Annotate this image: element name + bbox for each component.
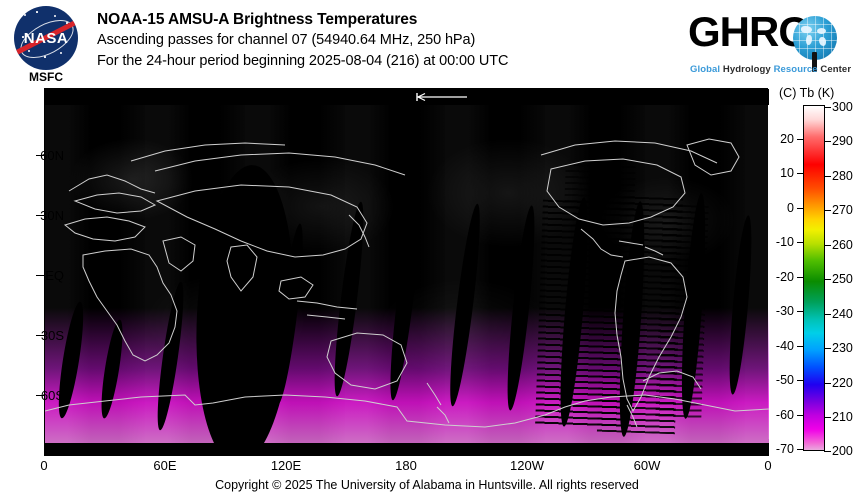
ghrc-subtitle: Global Hydrology Resource Center (690, 64, 851, 75)
colorbar-k-270: 270 (832, 203, 853, 217)
title-block: NOAA-15 AMSU-A Brightness Temperatures A… (97, 10, 677, 72)
lon-label-60w: 60W (633, 458, 661, 473)
ghrc-sub-word-1: Hydrology (722, 64, 771, 75)
lon-label-120w: 120W (510, 458, 544, 473)
colorbar-c-m40: -40 (775, 339, 794, 353)
colorbar-c-m20: -20 (775, 270, 794, 284)
colorbar-header: (C) Tb (K) (779, 86, 835, 100)
lon-label-120e: 120E (270, 458, 302, 473)
lon-label-60e: 60E (153, 458, 177, 473)
lon-label-180: 180 (395, 458, 417, 473)
colorbar-k-240: 240 (832, 307, 853, 321)
nasa-center-label: MSFC (29, 70, 63, 84)
lat-label-30s: 30S (40, 328, 64, 343)
colorbar-c-m50: -50 (775, 373, 794, 387)
copyright-notice: Copyright © 2025 The University of Alaba… (215, 478, 639, 492)
lat-label-eq: EQ (45, 268, 64, 283)
colorbar-c-10: 10 (780, 166, 794, 180)
ghrc-sub-word-0: Global (690, 64, 721, 75)
lat-label-60n: 60N (40, 148, 64, 163)
nasa-meatball-icon: NASA (14, 6, 78, 70)
colorbar-k-210: 210 (832, 410, 853, 424)
colorbar-c-m30: -30 (775, 304, 794, 318)
lat-label-30n: 30N (40, 208, 64, 223)
lon-label-0: 0 (40, 458, 48, 473)
nasa-logo: NASA MSFC (8, 6, 84, 84)
colorbar-k-230: 230 (832, 341, 853, 355)
ghrc-logo: GHRC Global Hydrology Resource Center (688, 8, 851, 80)
colorbar-gradient (803, 105, 825, 451)
nasa-wordmark: NASA (23, 30, 69, 47)
colorbar-k-250: 250 (832, 272, 853, 286)
colorbar-k-200: 200 (832, 444, 853, 458)
map-plot-area (44, 88, 769, 456)
coastline-overlay (45, 138, 769, 428)
subtitle-channel: Ascending passes for channel 07 (54940.6… (97, 32, 476, 48)
colorbar-k-260: 260 (832, 238, 853, 252)
colorbar-c-m70: -70 (775, 442, 794, 456)
ghrc-wordmark: GHRC (688, 8, 809, 55)
lat-label-60s: 60S (40, 388, 64, 403)
colorbar-c-20: 20 (780, 132, 794, 146)
ghrc-sub-word-2: Resource (773, 64, 818, 75)
colorbar-k-220: 220 (832, 376, 853, 390)
colorbar-c-0: 0 (787, 201, 794, 215)
ascending-node-arrow-icon (416, 92, 467, 102)
colorbar-k-280: 280 (832, 169, 853, 183)
ghrc-sub-word-3: Center (820, 64, 852, 75)
temperature-raster (45, 105, 769, 443)
colorbar-c-m10: -10 (775, 235, 794, 249)
lon-label-360: 0 (764, 458, 772, 473)
colorbar-k-290: 290 (832, 134, 853, 148)
map-top-border (45, 89, 769, 105)
subtitle-period: For the 24-hour period beginning 2025-08… (97, 53, 509, 69)
colorbar-k-300: 300 (832, 100, 853, 114)
colorbar-c-m60: -60 (775, 408, 794, 422)
page-title: NOAA-15 AMSU-A Brightness Temperatures (97, 11, 418, 28)
brightness-temperature-field (45, 105, 769, 443)
map-bottom-border (45, 439, 769, 455)
